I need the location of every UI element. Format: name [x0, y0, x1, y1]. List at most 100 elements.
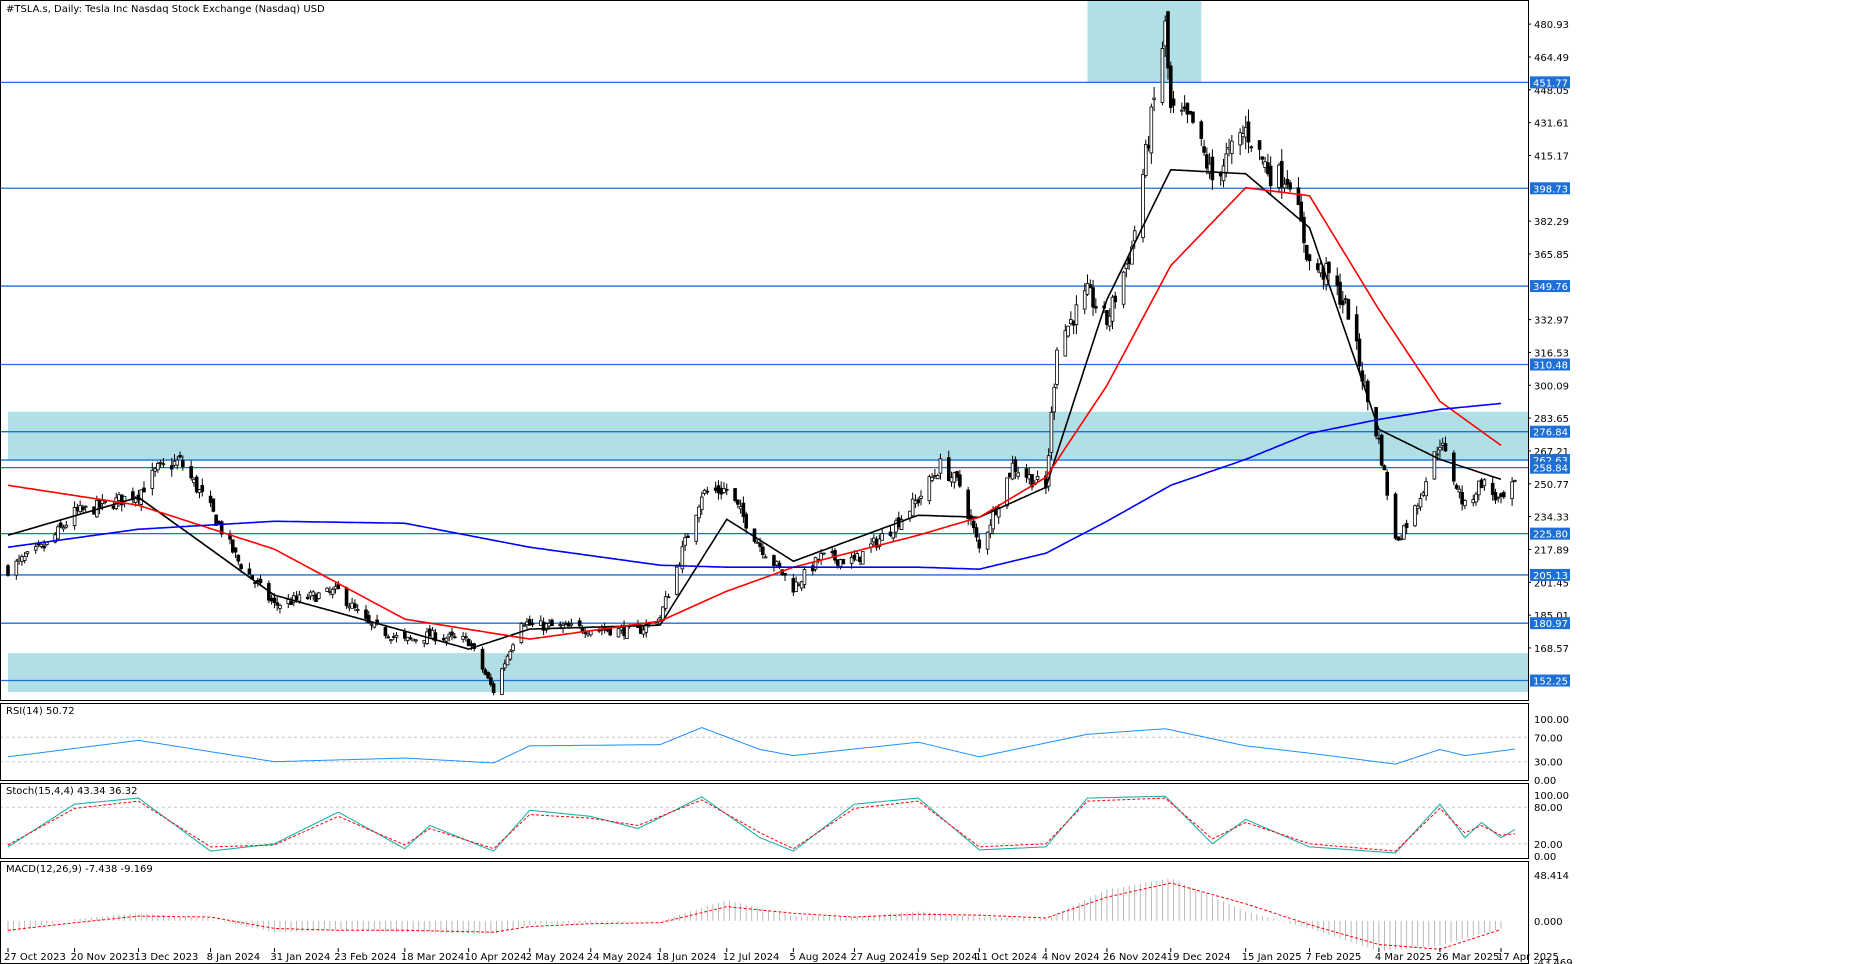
candle-98 [389, 639, 393, 644]
candle-body-279 [1091, 287, 1095, 308]
candle-body-171 [674, 566, 679, 595]
candle-body-341 [1335, 275, 1340, 286]
candle-53 [214, 514, 218, 526]
candle-256 [1005, 477, 1009, 510]
candle-body-334 [1304, 244, 1309, 260]
level-tag-label-0: 451.77 [1533, 78, 1568, 89]
candle-186 [733, 488, 737, 503]
candle-body-19 [81, 506, 85, 511]
candle-380 [1482, 478, 1487, 491]
candle-301 [1180, 102, 1184, 116]
candle-100 [394, 632, 399, 643]
candle-329 [1285, 170, 1290, 190]
candle-body-170 [666, 596, 671, 599]
candle-368 [1438, 439, 1442, 458]
candle-20 [83, 505, 88, 513]
candle-216 [849, 552, 854, 569]
candle-383 [1496, 496, 1501, 503]
candle-body-320 [1249, 146, 1254, 149]
candle-331 [1296, 177, 1301, 206]
candle-140 [550, 618, 554, 627]
candle-body-83 [330, 588, 335, 595]
candle-319 [1246, 109, 1251, 154]
date-tick-label-21: 4 Mar 2025 [1375, 952, 1432, 963]
candle-61 [247, 562, 252, 575]
candle-259 [1013, 456, 1018, 480]
candle-125 [491, 681, 496, 696]
candle-body-316 [1238, 132, 1242, 146]
level-tag-1 [1530, 182, 1570, 195]
candle-112 [444, 636, 449, 646]
zone-2 [8, 653, 1528, 693]
candle-359 [1402, 524, 1406, 540]
candle-body-286 [1121, 271, 1126, 305]
candle-body-112 [444, 637, 449, 642]
price-tick-label-17: 168.57 [1534, 644, 1569, 655]
candle-body-174 [683, 537, 687, 546]
candle-body-224 [877, 538, 882, 547]
candle-body-135 [530, 623, 535, 625]
level-tag-label-7: 225.80 [1533, 530, 1568, 541]
candle-body-363 [1418, 498, 1423, 508]
candle-body-308 [1205, 154, 1209, 169]
candle-body-256 [1005, 477, 1009, 507]
candle-body-343 [1341, 300, 1345, 306]
candle-body-370 [1443, 443, 1448, 452]
candle-43 [175, 456, 180, 470]
candle-103 [408, 634, 413, 641]
candle-body-330 [1288, 182, 1292, 190]
candle-55 [219, 520, 224, 538]
candle-body-382 [1493, 492, 1498, 501]
date-tick-label-5: 23 Feb 2024 [334, 952, 396, 963]
candle-85 [336, 580, 341, 590]
candle-105 [414, 638, 418, 644]
candle-body-46 [189, 466, 193, 479]
candle-body-354 [1382, 465, 1387, 471]
candle-body-344 [1343, 298, 1348, 300]
candle-body-43 [175, 459, 180, 466]
candle-44 [178, 451, 182, 459]
candle-39 [158, 459, 163, 468]
candle-body-278 [1088, 284, 1093, 289]
candle-body-212 [833, 549, 837, 561]
candle-76 [305, 593, 310, 600]
date-tick-label-8: 2 May 2024 [526, 952, 585, 963]
candle-body-366 [1432, 451, 1437, 480]
candle-body-205 [802, 568, 807, 586]
date-tick-label-3: 8 Jan 2024 [207, 952, 261, 963]
candle-body-101 [403, 631, 407, 639]
stoch-main-line [7, 795, 1516, 854]
candle-345 [1346, 298, 1351, 320]
candle-body-122 [483, 669, 488, 675]
candle-body-164 [644, 624, 649, 633]
candle-body-6 [33, 546, 38, 551]
candle-333 [1302, 211, 1306, 253]
candle-58 [233, 547, 238, 559]
candle-body-45 [181, 460, 185, 467]
candle-382 [1493, 488, 1498, 504]
titles-layer: #TSLA.s, Daily: Tesla Inc Nasdaq Stock E… [6, 4, 325, 875]
candle-173 [680, 540, 685, 574]
candle-body-380 [1482, 479, 1487, 487]
candle-195 [763, 554, 768, 559]
candle-body-325 [1268, 165, 1273, 187]
candle-body-306 [1199, 121, 1204, 139]
candle-245 [958, 469, 962, 489]
candle-body-130 [511, 644, 515, 651]
level-tag-label-8: 205.13 [1533, 571, 1568, 582]
price-tick-label-13: 234.33 [1534, 513, 1569, 524]
candle-220 [860, 551, 865, 565]
candle-268 [1049, 406, 1054, 460]
candle-body-15 [64, 524, 69, 528]
candle-body-340 [1327, 261, 1331, 274]
candle-body-371 [1452, 452, 1456, 482]
candle-189 [741, 496, 746, 524]
candle-180 [705, 486, 710, 495]
candle-286 [1121, 270, 1126, 309]
candle-241 [946, 450, 951, 482]
candle-371 [1452, 450, 1456, 486]
candle-body-155 [608, 628, 612, 636]
macd-tick-label-1: 0.000 [1534, 917, 1563, 928]
